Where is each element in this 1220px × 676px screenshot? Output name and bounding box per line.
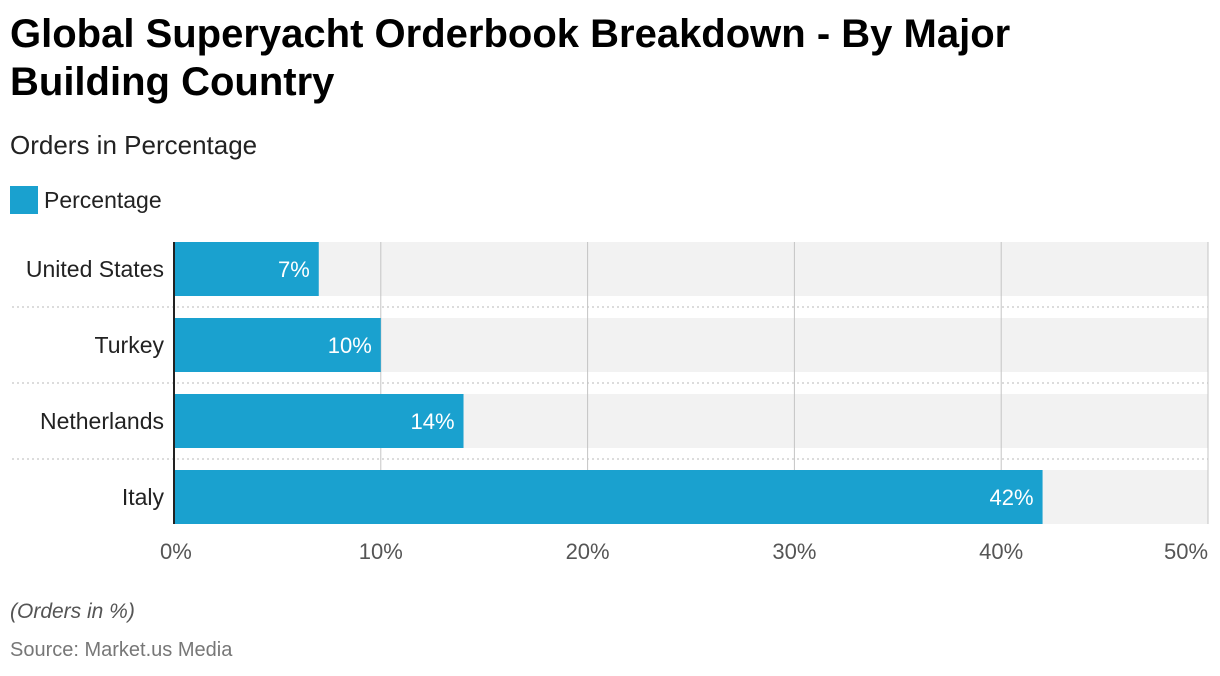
data-label: 7% — [278, 257, 310, 282]
chart-note: (Orders in %) — [10, 600, 135, 623]
category-label: Turkey — [95, 332, 165, 358]
x-tick-label: 50% — [1164, 539, 1208, 564]
legend: Percentage — [10, 186, 162, 214]
chart-subtitle: Orders in Percentage — [10, 130, 258, 160]
data-label: 14% — [410, 409, 454, 434]
bar-chart: 7% United States 10% Turkey 14% Netherlands 42… — [12, 242, 1209, 564]
x-tick-label: 10% — [359, 539, 403, 564]
x-tick-label: 40% — [979, 539, 1023, 564]
data-label: 10% — [328, 333, 372, 358]
category-label: Netherlands — [40, 408, 164, 434]
chart-title: Global Superyacht Orderbook Breakdown - … — [10, 12, 1011, 104]
category-label: United States — [26, 256, 164, 282]
x-tick-label: 0% — [160, 539, 192, 564]
category-label: Italy — [122, 484, 165, 510]
x-tick-label: 30% — [772, 539, 816, 564]
bar — [174, 470, 1043, 524]
bar — [174, 394, 464, 448]
x-tick-label: 20% — [566, 539, 610, 564]
chart-source: Source: Market.us Media — [10, 639, 233, 661]
bar — [174, 242, 319, 296]
bar — [174, 318, 381, 372]
legend-swatch — [10, 186, 38, 214]
row-background — [174, 242, 1208, 296]
legend-label: Percentage — [44, 186, 162, 213]
data-label: 42% — [990, 485, 1034, 510]
